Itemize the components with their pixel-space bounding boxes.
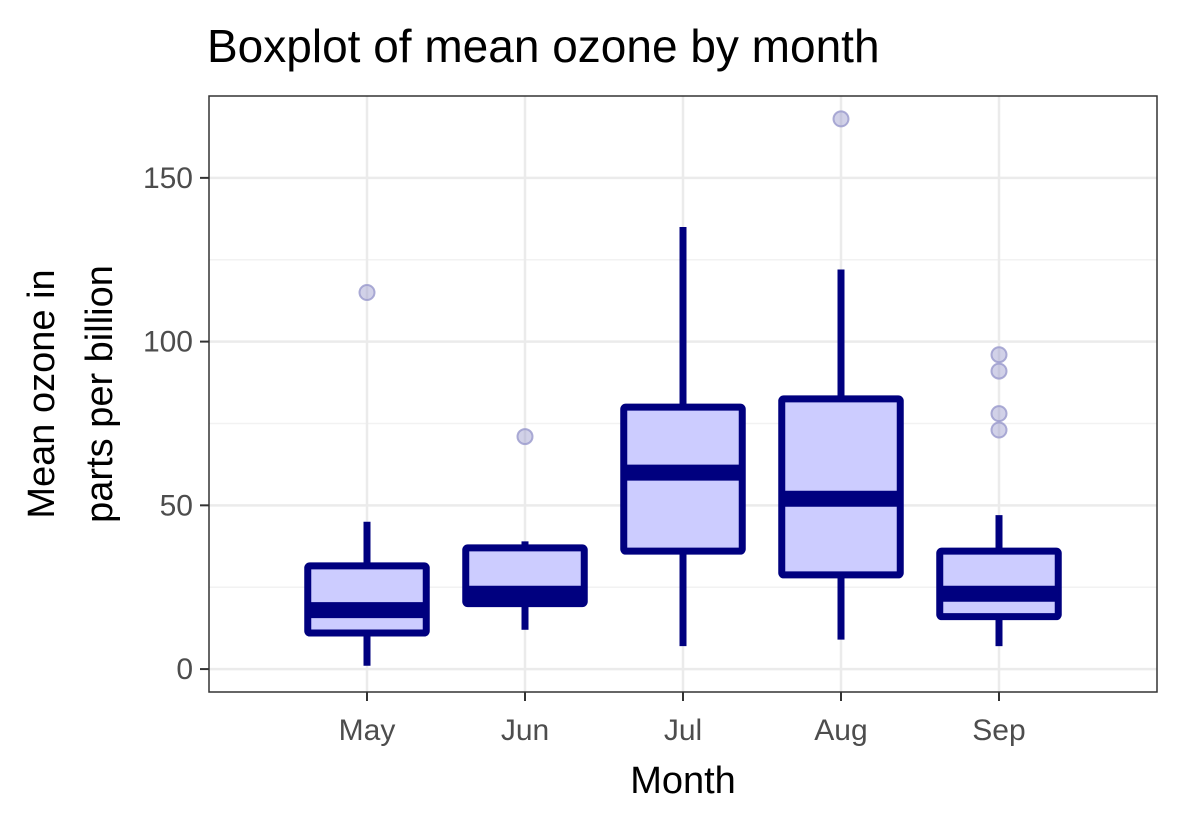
outlier-point: [990, 421, 1008, 439]
box-iqr: [304, 562, 430, 637]
box-jul: [620, 226, 746, 647]
y-axis-title-line-2: parts per billion: [79, 265, 121, 523]
y-axis-title-line-1: Mean ozone in: [21, 269, 63, 518]
x-tick-label: Sep: [972, 714, 1025, 747]
boxes: [304, 110, 1062, 666]
box-jun: [462, 428, 588, 630]
outlier-point: [990, 405, 1008, 423]
box-aug: [778, 110, 904, 640]
y-tick-label: 50: [160, 489, 193, 522]
y-tick-label: 0: [176, 653, 193, 686]
x-tick-label: Aug: [814, 714, 867, 747]
x-axis-title: Month: [630, 760, 736, 802]
outlier-point: [516, 428, 534, 446]
chart-title: Boxplot of mean ozone by month: [207, 20, 880, 72]
axes: 0 50 100 150 May Jun Jul Aug Sep: [143, 162, 1026, 747]
x-tick-label: Jul: [664, 714, 702, 747]
x-tick-label: May: [339, 714, 396, 747]
outlier-point: [832, 110, 850, 128]
box-sep: [936, 346, 1062, 647]
box-iqr: [778, 395, 904, 579]
y-tick-label: 100: [143, 326, 193, 359]
outlier-point: [990, 362, 1008, 380]
box-may: [304, 283, 430, 666]
outlier-point: [990, 346, 1008, 364]
x-tick-label: Jun: [501, 714, 549, 747]
outlier-point: [358, 283, 376, 301]
y-tick-label: 150: [143, 162, 193, 195]
box-iqr: [936, 547, 1062, 621]
